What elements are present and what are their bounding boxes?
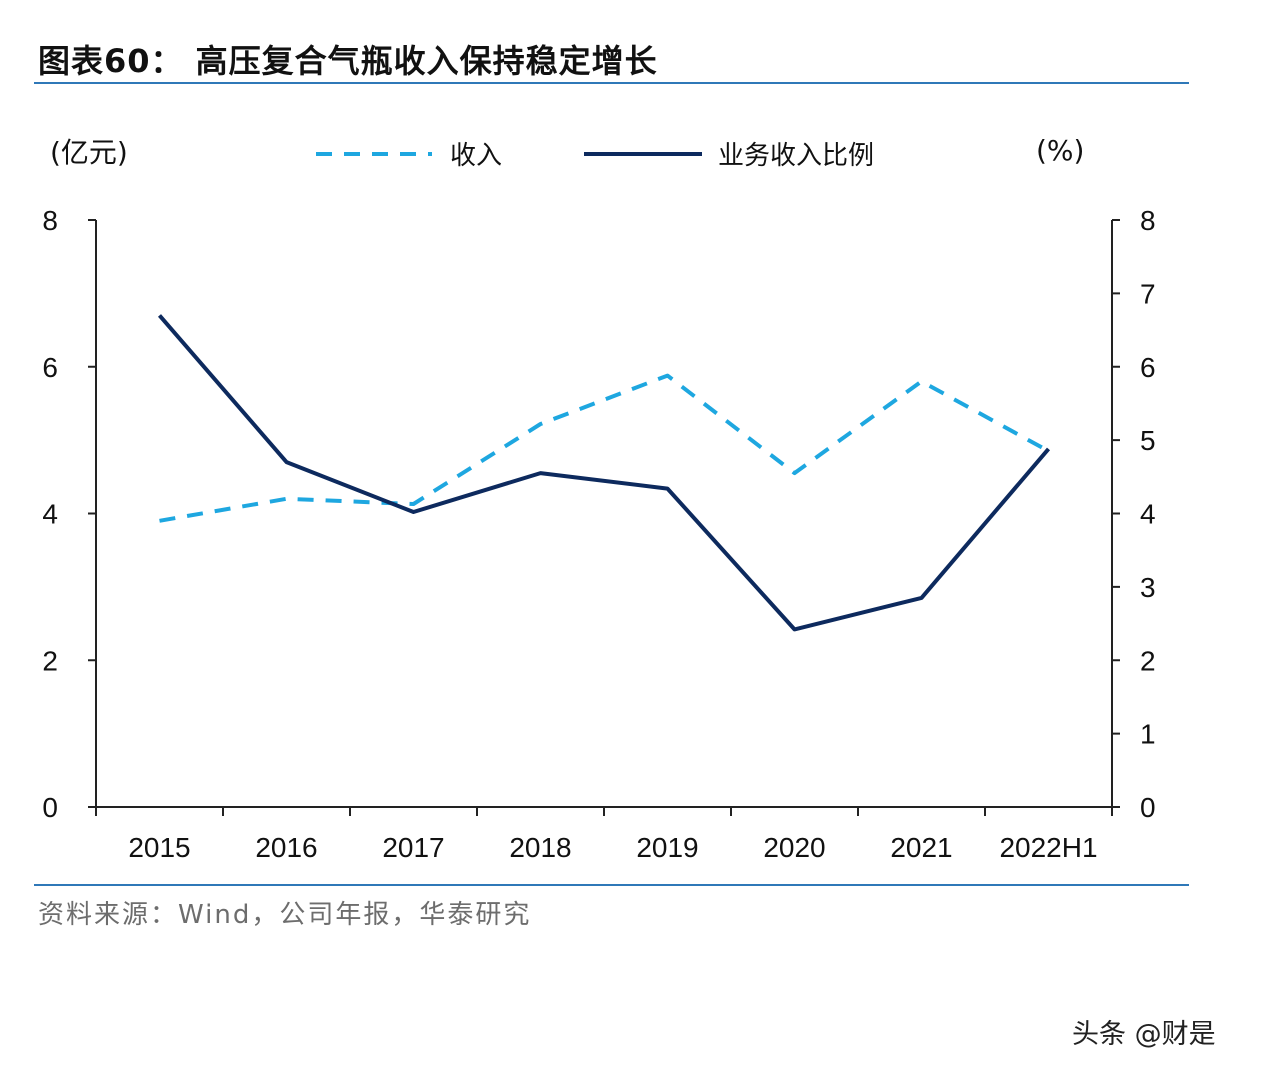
right-tick-label: 5 xyxy=(1140,425,1156,456)
series-line-revenue xyxy=(159,373,1050,523)
left-tick-label: 0 xyxy=(42,792,58,823)
x-tick-label: 2022H1 xyxy=(999,832,1097,863)
source-note: 资料来源：Wind，公司年报，华泰研究 xyxy=(38,900,532,930)
x-tick-label: 2016 xyxy=(255,832,317,863)
right-tick-label: 6 xyxy=(1140,352,1156,383)
right-tick-label: 8 xyxy=(1140,205,1156,236)
top-divider xyxy=(34,82,1189,84)
line-chart: 收入 业务收入比例 (亿元) (%) 0 2 4 6 8 0 1 2 3 4 5 6 7 8 2015 201… xyxy=(42,134,1155,863)
right-tick-label: 7 xyxy=(1140,278,1156,309)
x-tick-label: 2015 xyxy=(128,832,190,863)
right-tick-label: 1 xyxy=(1140,719,1156,750)
bottom-divider xyxy=(34,884,1189,886)
right-tick-label: 3 xyxy=(1140,572,1156,603)
left-tick-label: 4 xyxy=(42,499,58,530)
x-tick-label: 2019 xyxy=(636,832,698,863)
left-tick-label: 2 xyxy=(42,645,58,676)
x-tick-label: 2021 xyxy=(890,832,952,863)
right-tick-label: 0 xyxy=(1140,792,1156,823)
series-layer xyxy=(157,314,1051,632)
legend: 收入 业务收入比例 xyxy=(316,141,874,171)
x-tick-label: 2017 xyxy=(382,832,444,863)
left-tick-label: 6 xyxy=(42,352,58,383)
legend-label-ratio: 业务收入比例 xyxy=(718,141,874,171)
legend-label-revenue: 收入 xyxy=(450,141,502,171)
x-tick-label: 2018 xyxy=(509,832,571,863)
left-axis-unit: (亿元) xyxy=(50,136,128,169)
chart-title: 图表60： 高压复合气瓶收入保持稳定增长 xyxy=(38,42,658,80)
x-tick-label: 2020 xyxy=(763,832,825,863)
right-tick-label: 2 xyxy=(1140,645,1156,676)
right-tick-label: 4 xyxy=(1140,499,1156,530)
right-axis-unit: (%) xyxy=(1036,134,1084,167)
series-line-ratio xyxy=(157,314,1051,632)
axes: 0 2 4 6 8 0 1 2 3 4 5 6 7 8 2015 2016 2017 2018 2019 2020 20… xyxy=(42,205,1155,863)
left-tick-label: 8 xyxy=(42,205,58,236)
watermark: 头条 @财是 xyxy=(1072,1019,1216,1050)
